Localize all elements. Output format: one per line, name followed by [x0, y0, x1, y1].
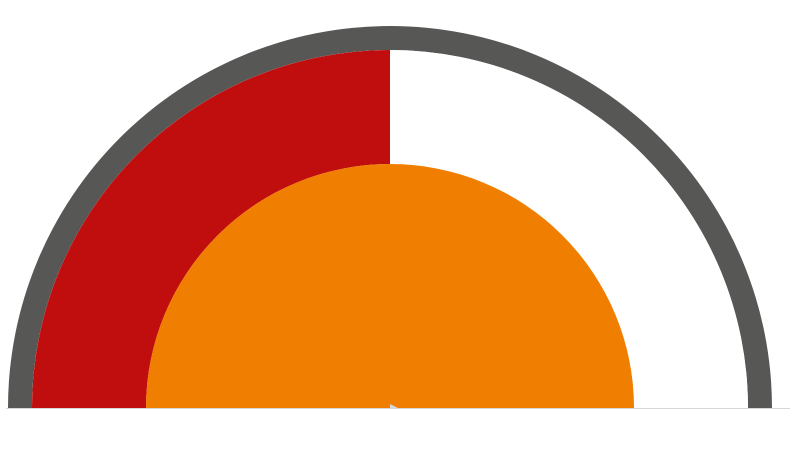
- gauge-center-disc: [146, 164, 634, 408]
- gauge-needle-tip: [390, 404, 398, 409]
- gauge-value-arc: [32, 50, 390, 408]
